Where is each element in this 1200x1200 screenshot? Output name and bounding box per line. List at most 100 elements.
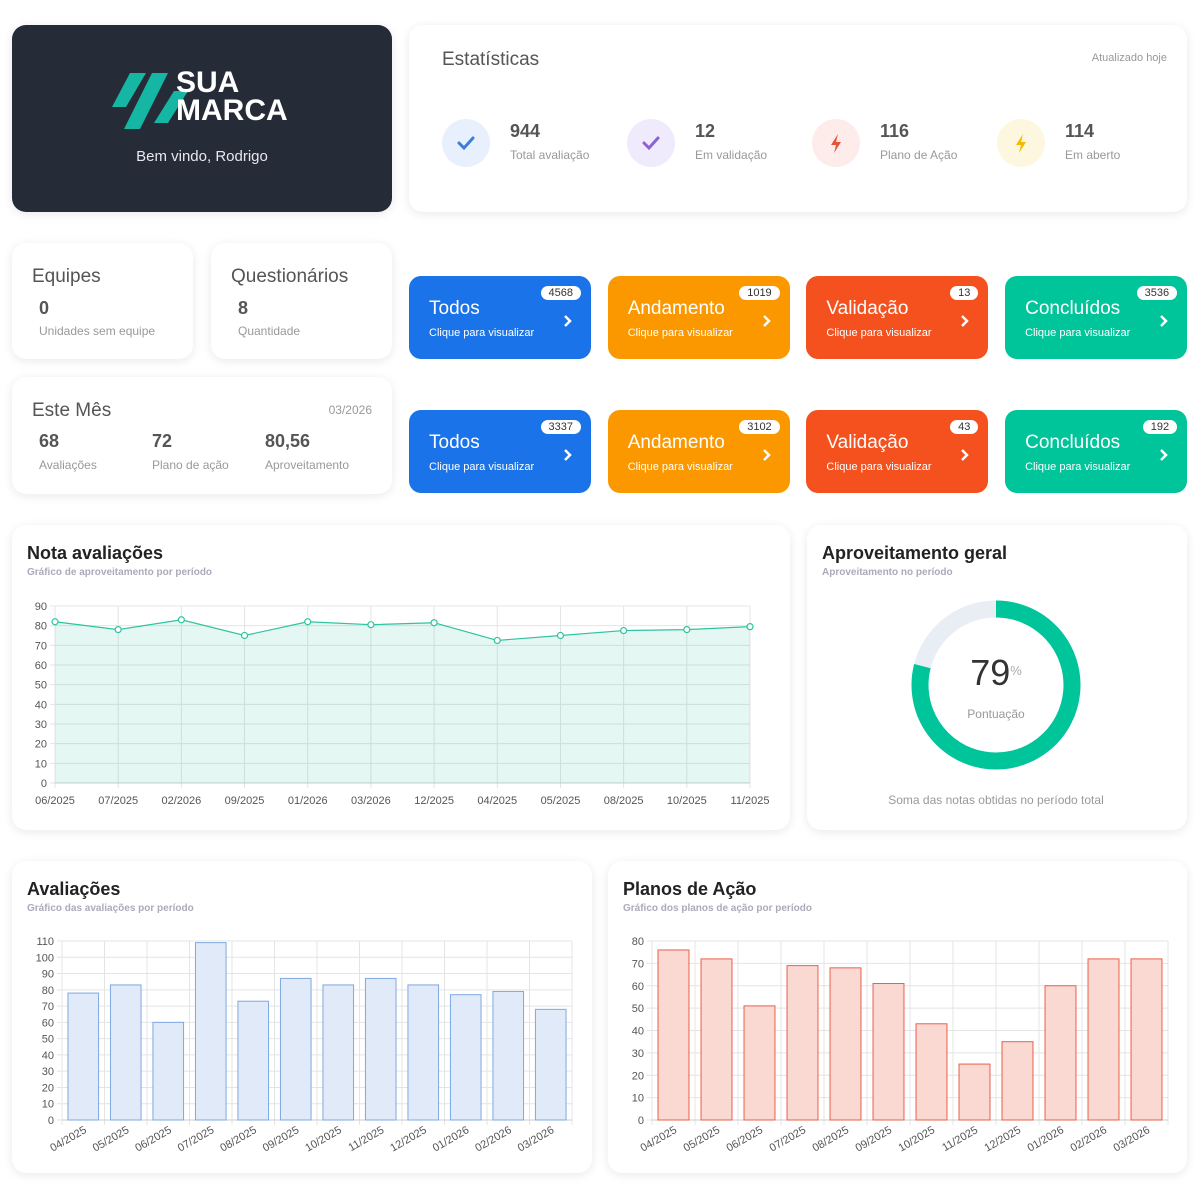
status-button[interactable]: Todos Clique para visualizar 3337 bbox=[409, 410, 591, 493]
status-count: 3337 bbox=[540, 420, 581, 434]
x-tick-label: 05/2025 bbox=[541, 795, 581, 807]
line-point bbox=[493, 636, 501, 645]
line-point bbox=[114, 625, 122, 634]
chart-title: Nota avaliações bbox=[27, 543, 164, 563]
status-button[interactable]: Concluídos Clique para visualizar 192 bbox=[1005, 410, 1188, 493]
month-value: 72 bbox=[152, 431, 173, 451]
bar bbox=[194, 942, 227, 1121]
x-tick-label: 06/2025 bbox=[35, 795, 75, 807]
status-button[interactable]: Validação Clique para visualizar 43 bbox=[806, 410, 989, 493]
status-hint: Clique para visualizar bbox=[826, 461, 932, 473]
line-point bbox=[430, 619, 438, 627]
status-label: Andamento bbox=[627, 298, 725, 319]
stat-icon bbox=[812, 119, 860, 167]
x-tick-label: 07/2025 bbox=[176, 1124, 216, 1154]
logo-line: MARCA bbox=[176, 94, 288, 127]
x-tick-label: 12/2025 bbox=[983, 1124, 1023, 1154]
bar-card: Avaliações Gráfico das avaliações por pe… bbox=[12, 861, 592, 1173]
bar-card: Planos de Ação Gráfico dos planos de açã… bbox=[608, 861, 1187, 1173]
bar bbox=[364, 977, 397, 1121]
status-hint: Clique para visualizar bbox=[1025, 327, 1131, 339]
card-title: Este Mês bbox=[32, 400, 112, 421]
stats-updated: Atualizado hoje bbox=[1091, 52, 1167, 64]
y-tick-label: 50 bbox=[632, 1003, 644, 1015]
status-count: 4568 bbox=[540, 286, 581, 300]
x-tick-label: 07/2025 bbox=[768, 1124, 808, 1154]
chart-subtitle: Gráfico de aproveitamento por período bbox=[27, 567, 213, 578]
y-tick-label: 10 bbox=[42, 1099, 54, 1111]
donut-value: 79% bbox=[970, 652, 1022, 693]
stat-value: 116 bbox=[880, 121, 910, 141]
stat-label: Em aberto bbox=[1065, 148, 1121, 162]
status-hint: Clique para visualizar bbox=[627, 327, 733, 339]
y-tick-label: 0 bbox=[41, 778, 47, 790]
y-tick-label: 0 bbox=[638, 1115, 644, 1127]
y-tick-label: 40 bbox=[42, 1050, 54, 1062]
x-tick-label: 05/2025 bbox=[682, 1124, 722, 1154]
status-hint: Clique para visualizar bbox=[429, 461, 535, 473]
y-tick-label: 10 bbox=[35, 758, 47, 770]
month-value: 80,56 bbox=[265, 431, 311, 451]
x-tick-label: 12/2025 bbox=[414, 795, 454, 807]
y-tick-label: 40 bbox=[35, 699, 47, 711]
status-label: Concluídos bbox=[1025, 298, 1121, 319]
bar bbox=[492, 990, 525, 1121]
y-tick-label: 100 bbox=[36, 952, 54, 964]
status-label: Todos bbox=[429, 432, 480, 453]
chart-subtitle: Gráfico das avaliações por período bbox=[27, 903, 194, 914]
x-tick-label: 01/2026 bbox=[1026, 1124, 1066, 1154]
status-hint: Clique para visualizar bbox=[1025, 461, 1131, 473]
month-card: Este Mês 03/2026 68 Avaliações 72 Plano de … bbox=[12, 377, 392, 494]
status-label: Validação bbox=[826, 432, 909, 453]
bar bbox=[700, 958, 733, 1121]
status-count: 43 bbox=[950, 420, 979, 434]
x-tick-label: 09/2025 bbox=[261, 1124, 301, 1154]
card-value: 0 bbox=[39, 298, 50, 318]
status-count: 192 bbox=[1142, 420, 1178, 434]
status-button[interactable]: Andamento Clique para visualizar 1019 bbox=[607, 276, 790, 359]
status-button[interactable]: Concluídos Clique para visualizar 3536 bbox=[1005, 276, 1188, 359]
status-button[interactable]: Andamento Clique para visualizar 3102 bbox=[607, 410, 790, 493]
card-value: 8 bbox=[238, 298, 249, 318]
y-tick-label: 10 bbox=[632, 1093, 644, 1105]
line bbox=[54, 619, 751, 642]
x-tick-label: 09/2025 bbox=[225, 795, 265, 807]
bar bbox=[67, 992, 100, 1121]
bar bbox=[915, 1023, 948, 1121]
equipes-card: Equipes 0 Unidades sem equipe bbox=[12, 243, 193, 359]
stat-icon bbox=[627, 119, 675, 167]
status-hint: Clique para visualizar bbox=[826, 327, 932, 339]
x-tick-label: 02/2026 bbox=[473, 1124, 513, 1154]
bar bbox=[872, 983, 905, 1121]
x-tick-label: 03/2026 bbox=[516, 1124, 556, 1154]
bar bbox=[449, 994, 482, 1121]
status-button[interactable]: Todos Clique para visualizar 4568 bbox=[409, 276, 591, 359]
x-tick-label: 06/2025 bbox=[133, 1124, 173, 1154]
bar bbox=[958, 1063, 991, 1121]
bar bbox=[407, 984, 440, 1121]
x-tick-label: 12/2025 bbox=[388, 1124, 428, 1154]
line-point bbox=[620, 626, 628, 635]
x-tick-label: 09/2025 bbox=[854, 1124, 894, 1154]
y-tick-label: 40 bbox=[632, 1026, 644, 1038]
y-tick-label: 0 bbox=[48, 1115, 54, 1127]
month-value: 68 bbox=[39, 431, 60, 451]
line-point bbox=[683, 625, 691, 634]
x-tick-label: 03/2026 bbox=[351, 795, 391, 807]
status-label: Validação bbox=[826, 298, 909, 319]
y-tick-label: 90 bbox=[42, 969, 54, 981]
bar bbox=[534, 1008, 567, 1121]
month-label: Aproveitamento bbox=[265, 458, 350, 472]
chart-subtitle: Aproveitamento no período bbox=[822, 567, 953, 578]
y-tick-label: 60 bbox=[42, 1017, 54, 1029]
donut-number: 79 bbox=[970, 652, 1010, 693]
status-button[interactable]: Validação Clique para visualizar 13 bbox=[806, 276, 989, 359]
x-tick-label: 10/2025 bbox=[897, 1124, 937, 1154]
line-card: Nota avaliações Gráfico de aproveitament… bbox=[12, 525, 790, 830]
month-label: Plano de ação bbox=[152, 458, 229, 472]
y-tick-label: 30 bbox=[42, 1066, 54, 1078]
card-title: Equipes bbox=[32, 266, 101, 287]
bar bbox=[237, 1000, 270, 1121]
y-tick-label: 70 bbox=[632, 958, 644, 970]
